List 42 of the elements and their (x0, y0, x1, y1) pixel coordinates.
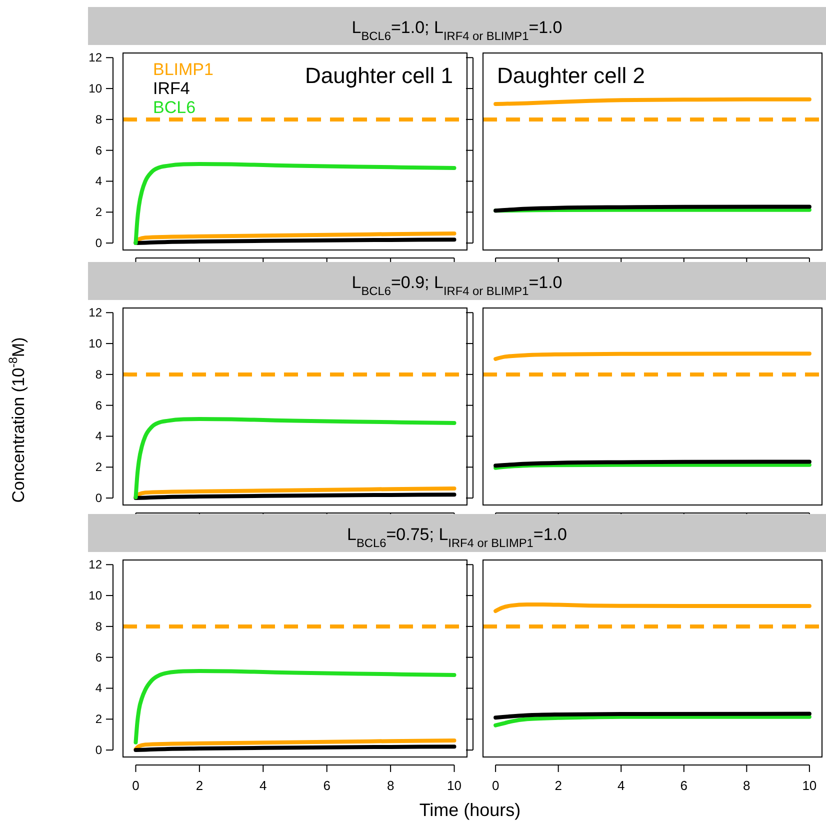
x-tick-label: 10 (802, 778, 817, 793)
y-tick-label: 6 (95, 398, 102, 412)
x-tick-label: 6 (680, 778, 688, 793)
chart-title: L$_{BCL6}$=0.9; L$_{IRF4 or BLIMP1}$=1.0 (352, 273, 562, 298)
x-tick-label: 8 (386, 778, 394, 793)
text: IRF4 (153, 79, 190, 98)
chart-title: L$_{BCL6}$=1.0; L$_{IRF4 or BLIMP1}$=1.0 (352, 18, 562, 43)
text: BLIMP1 (153, 60, 214, 79)
annotation: Daughter cell 1 (305, 63, 453, 88)
y-tick-label: 6 (95, 143, 102, 158)
y-tick-label: 0 (95, 743, 102, 758)
y-tick-label: 8 (95, 619, 102, 634)
y-tick-label: 2 (95, 205, 102, 220)
x-tick-label: 4 (260, 778, 267, 793)
y-tick-label: 0 (95, 491, 102, 506)
y-tick-label: 2 (95, 712, 102, 726)
x-tick-label: 2 (196, 778, 204, 793)
chart-title: L$_{BCL6}$=0.75; L$_{IRF4 or BLIMP1}$=1.0 (347, 525, 567, 550)
y-tick-label: 2 (95, 460, 102, 474)
y-tick-label: 6 (95, 650, 102, 664)
x-tick-label: 6 (323, 778, 330, 793)
y-tick-label: 8 (95, 367, 102, 382)
y-tick-label: 12 (88, 50, 102, 65)
x-tick-label: 2 (554, 778, 562, 793)
text: BCL6 (153, 98, 196, 117)
x-tick-label: 0 (492, 778, 500, 793)
y-tick-label: 4 (95, 174, 102, 188)
x-tick-label: 4 (617, 778, 625, 793)
x-tick-label: 8 (743, 778, 750, 793)
annotation: Daughter cell 2 (497, 63, 645, 88)
y-tick-label: 10 (88, 82, 102, 96)
y-tick-label: 12 (88, 306, 102, 320)
y-tick-label: 12 (88, 558, 102, 572)
x-tick-label: 0 (132, 778, 140, 793)
y-tick-label: 10 (88, 336, 102, 351)
y-tick-label: 10 (88, 588, 102, 603)
y-tick-label: 0 (95, 236, 102, 250)
x-tick-label: 10 (447, 778, 462, 793)
y-tick-label: 4 (95, 429, 102, 444)
y-tick-label: 8 (95, 112, 102, 126)
y-tick-label: 4 (95, 681, 102, 696)
x-axis-title: Time (hours) (419, 800, 521, 820)
